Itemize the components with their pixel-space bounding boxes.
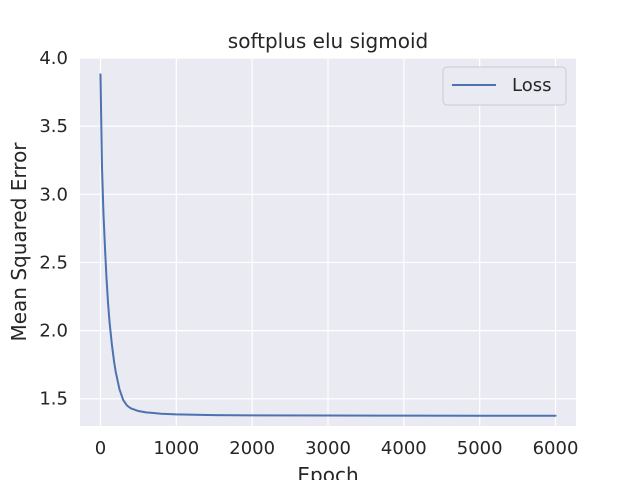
series-line-loss	[99, 73, 557, 417]
y-tick-label: 3.0	[39, 184, 68, 205]
x-tick-label: 4000	[381, 438, 427, 459]
grid	[80, 57, 576, 426]
x-tick-label: 2000	[229, 438, 275, 459]
x-tick-label: 6000	[533, 438, 579, 459]
x-tick-label: 1000	[153, 438, 199, 459]
y-tick-label: 4.0	[39, 48, 68, 69]
y-tick-label: 1.5	[39, 389, 68, 410]
x-axis-label: Epoch	[297, 463, 358, 480]
x-tick-label: 5000	[457, 438, 503, 459]
y-tick-label: 3.5	[39, 116, 68, 137]
legend: Loss	[442, 66, 567, 106]
series-layer	[99, 73, 557, 417]
x-tick-label: 0	[95, 438, 106, 459]
legend-label-loss: Loss	[512, 75, 551, 96]
y-tick-label: 2.5	[39, 252, 68, 273]
y-axis-label: Mean Squared Error	[7, 142, 31, 342]
x-tick-label: 3000	[305, 438, 351, 459]
tick-labels: 0 1000 2000 3000 4000 5000 6000 1.5 2.0 2.5 3.0 3.5…	[39, 48, 578, 459]
legend-box	[442, 66, 567, 106]
chart-title: softplus elu sigmoid	[228, 29, 428, 53]
y-tick-label: 2.0	[39, 321, 68, 342]
